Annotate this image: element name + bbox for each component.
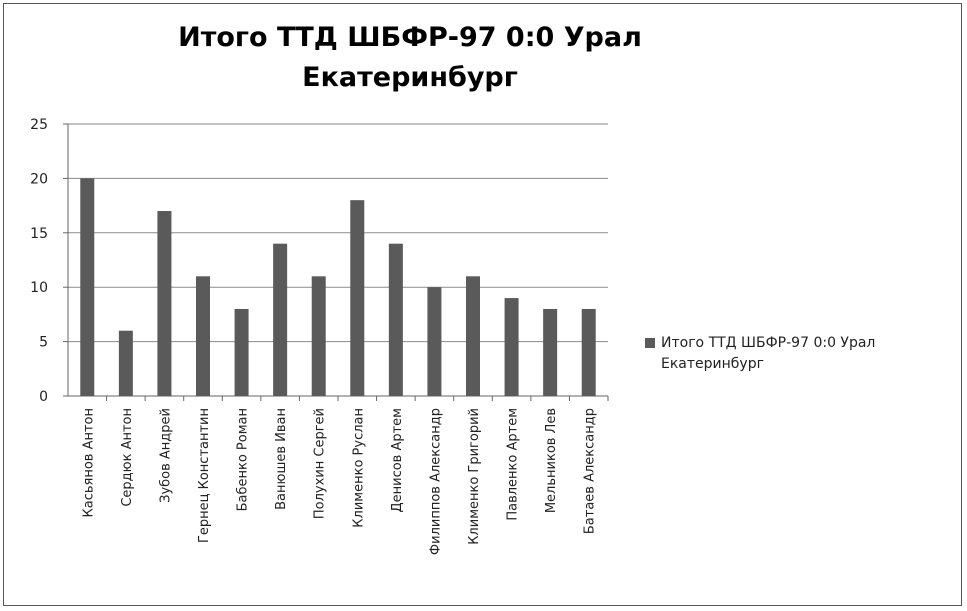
bar xyxy=(427,287,442,396)
x-tick-label: Батаев Александр xyxy=(583,408,598,534)
x-tick-label: Клименко Руслан xyxy=(351,408,366,528)
y-tick-label: 5 xyxy=(39,335,48,351)
y-tick-label: 0 xyxy=(39,389,48,405)
x-tick-label: Зубов Андрей xyxy=(158,408,173,503)
bar xyxy=(157,211,172,396)
y-tick-label: 20 xyxy=(30,171,48,187)
x-tick-label: Ванюшев Иван xyxy=(274,408,289,510)
bar xyxy=(118,330,133,396)
y-tick-label: 25 xyxy=(30,117,48,133)
bar xyxy=(234,308,249,396)
chart-title-line-2: Екатеринбург xyxy=(302,62,518,93)
x-tick-label: Павленко Артем xyxy=(506,408,521,521)
y-tick-label: 10 xyxy=(30,280,48,296)
bar xyxy=(543,308,558,396)
bar xyxy=(311,276,326,396)
x-tick-label: Филиппов Александр xyxy=(428,408,443,555)
gridlines xyxy=(68,123,608,343)
chart-title: Итого ТТД ШБФР-97 0:0 Урал Екатеринбург xyxy=(60,18,760,98)
y-tick-label: 15 xyxy=(30,226,48,242)
legend: Итого ТТД ШБФР-97 0:0 Урал Екатеринбург xyxy=(645,333,965,375)
x-tick-label: Клименко Григорий xyxy=(467,408,482,545)
axes xyxy=(63,123,609,401)
legend-label: Итого ТТД ШБФР-97 0:0 Урал Екатеринбург xyxy=(661,335,876,372)
y-axis-ticks: 0 5 10 15 20 25 xyxy=(30,117,48,405)
bar xyxy=(504,298,519,396)
x-tick-label: Бабенко Роман xyxy=(236,408,251,511)
x-tick-label: Гернец Константин xyxy=(197,408,212,543)
bar xyxy=(196,276,210,396)
bar xyxy=(350,200,365,396)
legend-swatch xyxy=(645,338,655,348)
bars xyxy=(80,178,596,396)
bar xyxy=(466,276,480,396)
x-tick-label: Касьянов Антон xyxy=(81,408,96,518)
bar xyxy=(273,243,288,396)
x-axis-labels: Касьянов Антон Сердюк Антон Зубов Андрей Ге… xyxy=(81,408,597,555)
chart-title-line-1: Итого ТТД ШБФР-97 0:0 Урал xyxy=(178,22,642,53)
x-tick-label: Сердюк Антон xyxy=(120,408,135,507)
bar xyxy=(581,308,596,396)
bar xyxy=(388,243,403,396)
x-tick-label: Денисов Артем xyxy=(390,408,405,513)
bar xyxy=(80,178,95,396)
x-tick-label: Полухин Сергей xyxy=(313,408,328,519)
x-tick-label: Мельников Лев xyxy=(544,408,559,513)
